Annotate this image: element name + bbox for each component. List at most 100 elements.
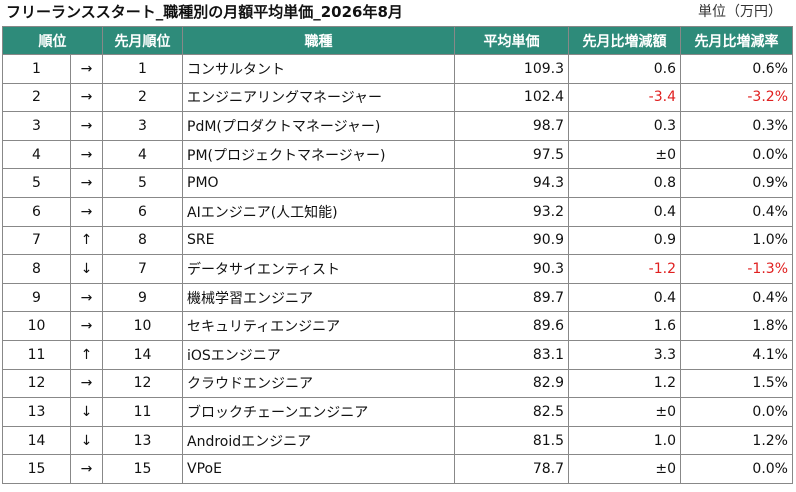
prev-rank-cell: 6	[102, 196, 183, 227]
table-row: 6 → 6 AIエンジニア(人工知能) 93.2 0.4 0.4%	[2, 196, 793, 227]
table-row: 7 ↑ 8 SRE 90.9 0.9 1.0%	[2, 225, 793, 256]
prev-rank-cell: 2	[102, 82, 183, 113]
prev-rank-cell: 14	[102, 339, 183, 370]
rate-cell: 1.8%	[680, 311, 793, 341]
table-row: 13 ↓ 11 ブロックチェーンエンジニア 82.5 ±0 0.0%	[2, 397, 793, 427]
prev-rank-cell: 11	[102, 397, 183, 427]
trend-arrow-icon: →	[70, 196, 103, 227]
prev-rank-cell: 1	[102, 54, 183, 84]
price-cell: 89.6	[454, 311, 569, 341]
prev-rank-cell: 3	[102, 111, 183, 141]
table-row: 10 → 10 セキュリティエンジニア 89.6 1.6 1.8%	[2, 311, 793, 341]
job-cell: 機械学習エンジニア	[182, 282, 455, 313]
column-header-prev-rank: 先月順位	[102, 26, 183, 55]
price-cell: 90.3	[454, 254, 569, 284]
table-row: 14 ↓ 13 Androidエンジニア 81.5 1.0 1.2%	[2, 425, 793, 456]
job-cell: データサイエンティスト	[182, 254, 455, 284]
job-cell: クラウドエンジニア	[182, 368, 455, 399]
table-row: 12 → 12 クラウドエンジニア 82.9 1.2 1.5%	[2, 368, 793, 399]
diff-cell: 0.3	[568, 111, 681, 141]
rate-cell: 0.0%	[680, 454, 793, 484]
table-row: 11 ↑ 14 iOSエンジニア 83.1 3.3 4.1%	[2, 339, 793, 370]
rank-cell: 1	[2, 54, 71, 84]
trend-arrow-icon: →	[70, 82, 103, 113]
rank-cell: 2	[2, 82, 71, 113]
prev-rank-cell: 10	[102, 311, 183, 341]
diff-cell: 0.4	[568, 282, 681, 313]
header-row: 順位 先月順位 職種 平均単価 先月比増減額 先月比増減率	[2, 26, 793, 55]
rate-cell: 0.3%	[680, 111, 793, 141]
job-cell: セキュリティエンジニア	[182, 311, 455, 341]
diff-cell: 1.2	[568, 368, 681, 399]
trend-arrow-icon: →	[70, 311, 103, 341]
diff-cell: 0.8	[568, 168, 681, 198]
table-row: 9 → 9 機械学習エンジニア 89.7 0.4 0.4%	[2, 282, 793, 313]
price-cell: 93.2	[454, 196, 569, 227]
rank-cell: 3	[2, 111, 71, 141]
price-cell: 109.3	[454, 54, 569, 84]
job-cell: PMO	[182, 168, 455, 198]
rate-cell: 0.4%	[680, 282, 793, 313]
table-row: 15 → 15 VPoE 78.7 ±0 0.0%	[2, 454, 793, 484]
diff-cell: -1.2	[568, 254, 681, 284]
prev-rank-cell: 5	[102, 168, 183, 198]
job-cell: SRE	[182, 225, 455, 256]
price-cell: 98.7	[454, 111, 569, 141]
trend-arrow-icon: ↑	[70, 339, 103, 370]
rank-cell: 8	[2, 254, 71, 284]
diff-cell: 1.0	[568, 425, 681, 456]
trend-arrow-icon: ↓	[70, 254, 103, 284]
trend-arrow-icon: →	[70, 368, 103, 399]
job-cell: PdM(プロダクトマネージャー)	[182, 111, 455, 141]
rate-cell: 0.4%	[680, 196, 793, 227]
prev-rank-cell: 13	[102, 425, 183, 456]
job-cell: AIエンジニア(人工知能)	[182, 196, 455, 227]
table-body: 1 → 1 コンサルタント 109.3 0.6 0.6% 2 → 2 エンジニアリングマネージャー 1…	[2, 54, 793, 484]
column-header-price: 平均単価	[454, 26, 569, 55]
rate-cell: 0.6%	[680, 54, 793, 84]
job-cell: エンジニアリングマネージャー	[182, 82, 455, 113]
diff-cell: 1.6	[568, 311, 681, 341]
rate-cell: 1.5%	[680, 368, 793, 399]
prev-rank-cell: 9	[102, 282, 183, 313]
job-cell: コンサルタント	[182, 54, 455, 84]
trend-arrow-icon: ↓	[70, 425, 103, 456]
rank-cell: 12	[2, 368, 71, 399]
rate-cell: 0.0%	[680, 397, 793, 427]
table-row: 3 → 3 PdM(プロダクトマネージャー) 98.7 0.3 0.3%	[2, 111, 793, 141]
table-row: 8 ↓ 7 データサイエンティスト 90.3 -1.2 -1.3%	[2, 254, 793, 284]
rank-cell: 6	[2, 196, 71, 227]
prev-rank-cell: 7	[102, 254, 183, 284]
column-header-rate: 先月比増減率	[680, 26, 793, 55]
rate-cell: -1.3%	[680, 254, 793, 284]
price-cell: 81.5	[454, 425, 569, 456]
rank-cell: 10	[2, 311, 71, 341]
diff-cell: ±0	[568, 397, 681, 427]
job-cell: iOSエンジニア	[182, 339, 455, 370]
diff-cell: 0.4	[568, 196, 681, 227]
rank-cell: 4	[2, 139, 71, 170]
prev-rank-cell: 12	[102, 368, 183, 399]
rate-cell: 0.9%	[680, 168, 793, 198]
diff-cell: 3.3	[568, 339, 681, 370]
trend-arrow-icon: →	[70, 111, 103, 141]
rank-cell: 11	[2, 339, 71, 370]
column-header-job: 職種	[182, 26, 455, 55]
rate-cell: 0.0%	[680, 139, 793, 170]
trend-arrow-icon: →	[70, 168, 103, 198]
table-row: 5 → 5 PMO 94.3 0.8 0.9%	[2, 168, 793, 198]
price-cell: 90.9	[454, 225, 569, 256]
prev-rank-cell: 4	[102, 139, 183, 170]
rank-cell: 13	[2, 397, 71, 427]
prev-rank-cell: 8	[102, 225, 183, 256]
unit-label: 単位（万円）	[698, 4, 782, 20]
price-cell: 94.3	[454, 168, 569, 198]
job-cell: PM(プロジェクトマネージャー)	[182, 139, 455, 170]
diff-cell: -3.4	[568, 82, 681, 113]
price-cell: 97.5	[454, 139, 569, 170]
diff-cell: 0.9	[568, 225, 681, 256]
table-row: 4 → 4 PM(プロジェクトマネージャー) 97.5 ±0 0.0%	[2, 139, 793, 170]
price-cell: 82.5	[454, 397, 569, 427]
rate-cell: -3.2%	[680, 82, 793, 113]
trend-arrow-icon: →	[70, 454, 103, 484]
